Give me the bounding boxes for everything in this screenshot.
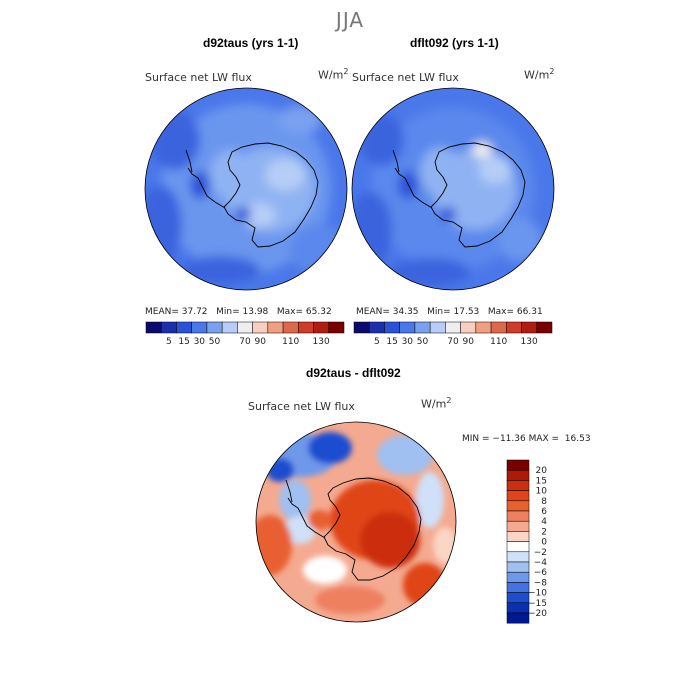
colorbar-tick-label: −15 (528, 599, 547, 609)
colorbar-swatch (506, 510, 530, 522)
colorbar-swatch (506, 541, 530, 553)
panel-right-title: dflt092 (yrs 1-1) (410, 36, 499, 50)
colorbar-swatch (506, 459, 530, 471)
colorbar-swatch (429, 321, 446, 334)
colorbar-swatch (490, 321, 507, 334)
colorbar-tick-label: 50 (417, 337, 429, 347)
colorbar-swatch (445, 321, 461, 334)
colorbar-swatch (328, 321, 345, 334)
colorbar-swatch (506, 531, 530, 542)
colorbar-tick-label: 90 (463, 337, 475, 347)
colorbar-swatch (521, 321, 538, 334)
colorbar-tick-label: −20 (528, 609, 547, 619)
colorbar-tick-label: 6 (541, 507, 547, 517)
panel-left-stats: MEAN= 37.72 Min= 13.98 Max= 65.32 (145, 307, 332, 317)
colorbar-tick-label: 4 (541, 517, 547, 527)
colorbar-swatch (191, 321, 208, 334)
colorbar-tick-label: 0 (541, 538, 547, 548)
map-diff (256, 422, 456, 622)
colorbar-tick-label: 110 (282, 337, 299, 347)
colorbar-swatch (313, 321, 330, 334)
colorbar-swatch (506, 469, 530, 481)
diff-units: W/m2 (421, 396, 452, 411)
colorbar-swatch (267, 321, 284, 334)
colorbar-tick-label: 30 (194, 337, 206, 347)
coastline-left (185, 142, 319, 248)
colorbar-swatch (506, 321, 522, 334)
colorbar-swatch (506, 582, 530, 593)
panel-right-field-label: Surface net LW flux (352, 71, 459, 84)
colorbar-swatch (506, 571, 530, 583)
colorbar-tick-label: −4 (534, 558, 548, 568)
colorbar-tick-label: −6 (534, 568, 548, 578)
colorbar-tick-label: 130 (521, 337, 538, 347)
colorbar-tick-label: 90 (255, 337, 267, 347)
panel-left-field-label: Surface net LW flux (145, 71, 252, 84)
colorbar-swatch (506, 500, 530, 512)
colorbar-swatch (176, 321, 192, 334)
map-left (145, 88, 347, 290)
colorbar-swatch (160, 321, 177, 334)
coastline-diff (285, 477, 422, 581)
panel-right-stats: MEAN= 34.35 Min= 17.53 Max= 66.31 (356, 307, 543, 317)
colorbar-swatch (221, 321, 238, 334)
colorbar-tick-label: 50 (209, 337, 221, 347)
colorbar-swatch (460, 321, 477, 334)
colorbar-swatch (506, 561, 530, 573)
diff-minmax: MIN = −11.36 MAX = 16.53 (462, 434, 591, 444)
map-right (352, 88, 554, 290)
colorbar-swatch (368, 321, 385, 334)
coastline-right (392, 142, 526, 248)
colorbar-swatch (298, 321, 314, 334)
colorbar-swatch (506, 520, 530, 532)
colorbar-tick-label: 130 (313, 337, 330, 347)
colorbar-swatch (506, 480, 530, 491)
colorbar-swatch (384, 321, 400, 334)
colorbar-swatch (282, 321, 299, 334)
colorbar-tick-label: 5 (374, 337, 380, 347)
colorbar-tick-label: 70 (447, 337, 459, 347)
colorbar-swatch (399, 321, 416, 334)
colorbar-swatch (506, 602, 530, 614)
colorbar-swatch (414, 321, 431, 334)
colorbar-swatch (475, 321, 492, 334)
colorbar-tick-label: −8 (534, 578, 548, 588)
panel-left-units: W/m2 (318, 67, 349, 82)
colorbar-left: 5 15 30 50 70 90 110 130 (145, 321, 345, 347)
colorbar-tick-label: 15 (536, 476, 547, 486)
colorbar-tick-label: 8 (541, 497, 547, 507)
panel-left-title: d92taus (yrs 1-1) (203, 36, 299, 50)
colorbar-swatch (206, 321, 223, 334)
diff-title: d92taus - dflt092 (306, 366, 401, 380)
colorbar-tick-label: 70 (239, 337, 251, 347)
colorbar-tick-label: 20 (536, 466, 548, 476)
colorbar-swatch (506, 490, 530, 502)
colorbar-swatch (145, 321, 162, 334)
colorbar-swatch (506, 551, 530, 563)
colorbar-swatch (506, 612, 530, 624)
panel-right-units: W/m2 (524, 67, 555, 82)
colorbar-swatch (252, 321, 269, 334)
colorbar-swatch (237, 321, 253, 334)
colorbar-swatch (353, 321, 370, 334)
colorbar-tick-label: 15 (386, 337, 397, 347)
colorbar-tick-label: 10 (536, 487, 548, 497)
colorbar-right: 5 15 30 50 70 90 110 130 (353, 321, 553, 347)
colorbar-tick-label: 15 (178, 337, 189, 347)
colorbar-tick-label: −10 (528, 589, 547, 599)
colorbar-tick-label: 2 (541, 527, 547, 537)
diff-field-label: Surface net LW flux (248, 400, 355, 413)
season-title: JJA (335, 8, 365, 32)
colorbar-tick-label: 110 (490, 337, 507, 347)
colorbar-swatch (506, 592, 530, 604)
colorbar-tick-label: −2 (534, 548, 547, 558)
colorbar-tick-label: 5 (166, 337, 172, 347)
colorbar-tick-label: 30 (402, 337, 414, 347)
colorbar-swatch (536, 321, 553, 334)
